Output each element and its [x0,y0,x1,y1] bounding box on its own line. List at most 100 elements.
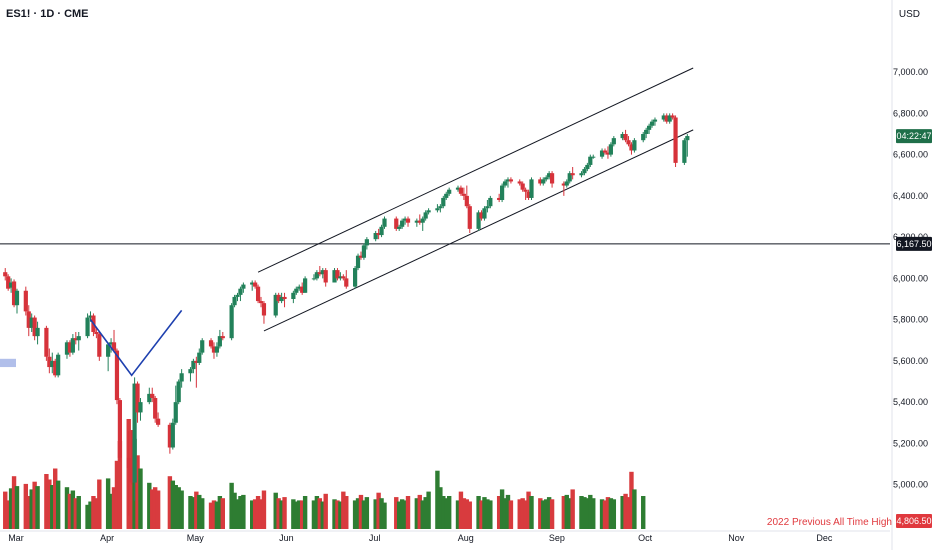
candle [361,243,367,260]
candle-body [73,338,78,341]
volume-bar [29,489,34,529]
volume-bar [91,496,96,529]
ath-price-label-bg [896,514,932,528]
candle-body [335,270,340,279]
candle-body [502,181,508,186]
candle-body [526,191,531,198]
candle [641,131,646,143]
candle [70,334,75,355]
channel-upper-line [257,67,694,273]
candle-body [241,284,246,289]
volume-bar [479,500,484,529]
candle [323,268,328,287]
candle [602,148,608,155]
candle [135,381,140,423]
volume-bar [464,499,470,529]
volume-bar [608,498,614,529]
candle [561,181,566,196]
candle-body [579,173,584,176]
candle [585,162,590,172]
candle-body [214,346,220,353]
candle-body [438,206,443,209]
y-tick-label: 5,400.00 [893,397,928,407]
candle-body [517,181,522,184]
candle-body [135,383,140,413]
candle [673,115,678,167]
candle [667,113,672,124]
volume-bar [317,498,323,529]
volume-bar [94,498,99,529]
candle [235,292,240,302]
candle [591,154,596,159]
volume-bar [426,491,431,529]
volume-bar [435,470,440,529]
candle-body [670,115,675,118]
candle [23,286,28,316]
volume-bar [352,500,358,529]
candle [441,195,446,209]
volume-bar [417,494,422,529]
candle [32,315,37,341]
volume-bar [499,489,505,529]
candle-body [173,402,178,423]
candle [50,352,55,374]
volume-bar [529,496,534,529]
volume-bar [332,499,337,529]
candle [114,348,120,405]
candle-body [258,301,264,304]
volume-bar [582,497,587,529]
volume-bar [282,497,287,529]
volume-bar [632,489,637,529]
volume-bar [208,502,214,529]
candle-body [94,332,99,335]
candle [564,179,569,188]
volume-bar [50,485,55,529]
candle-body [649,121,655,126]
volume-bar [564,494,569,529]
candle [520,181,525,192]
volume-bar [252,499,258,529]
volume-bar [405,496,411,529]
candle [461,187,466,200]
candle [156,412,161,427]
volume-bar [461,498,467,529]
candle [179,369,184,388]
candle-body [317,272,322,275]
candle-body [652,119,658,122]
candle-body [47,356,52,368]
candle-body [114,350,120,401]
candle-body [358,255,364,258]
candle-body [582,169,587,174]
candle-body [338,276,343,279]
y-tick-label: 6,400.00 [893,191,928,201]
candle [6,274,11,291]
volume-bar [605,497,611,529]
volume-bar [341,491,346,529]
candle-body [167,424,172,448]
candle-body [405,218,411,223]
candle-body [332,270,337,283]
volume-bar [549,499,555,529]
candle [458,185,464,196]
candle [220,332,225,341]
candle [111,329,117,353]
candle [529,177,534,200]
candle [44,325,49,361]
volume-bar [485,499,490,529]
volume-bar [458,491,464,529]
candle [108,338,114,353]
candle [341,274,346,281]
candle [482,206,487,221]
volume-bar [152,487,158,529]
candle [402,216,408,225]
candle-body [179,373,184,382]
candle [685,134,690,157]
volume-bar [105,478,111,529]
candle [67,340,73,357]
candle-body [255,286,261,302]
candle [14,288,20,314]
candle [200,338,205,355]
candle-body [423,212,428,219]
candle [405,216,411,227]
